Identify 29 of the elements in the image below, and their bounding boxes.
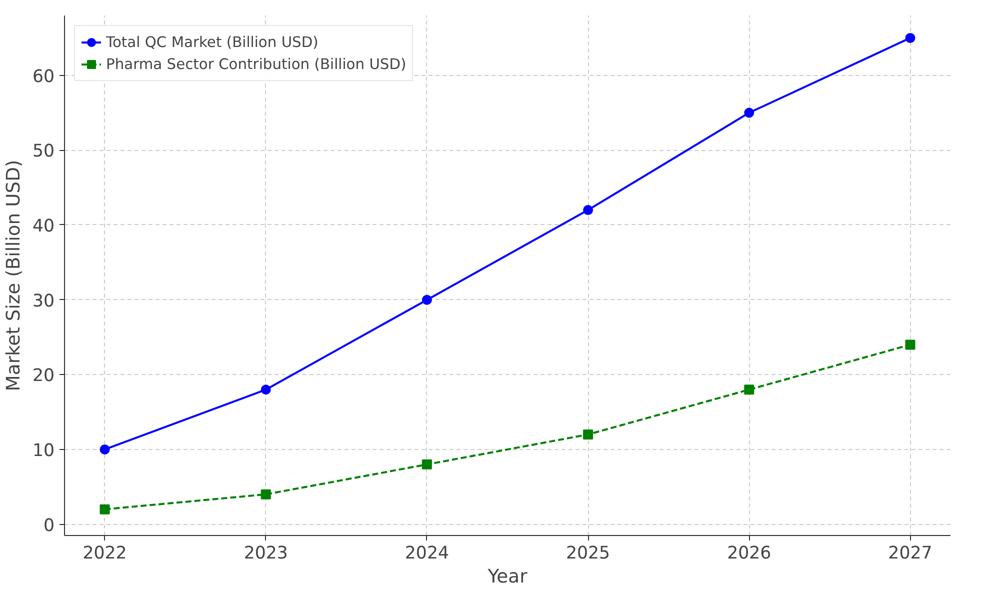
point (905, 340, 916, 350)
y-tick-label: 40 (32, 216, 55, 236)
y-tick-label: 50 (32, 142, 55, 162)
point (260, 384, 271, 395)
point (422, 294, 432, 305)
x-tick-label: 2026 (727, 544, 772, 564)
x-axis-title: Year (486, 566, 528, 588)
point (744, 384, 754, 395)
y-tick-label: 60 (32, 66, 55, 87)
y-tick-label: 20 (32, 366, 55, 386)
point (260, 489, 271, 500)
point (905, 32, 916, 43)
legend-label: Pharma Sector Contribution (Billion USD) (106, 56, 406, 72)
point (583, 205, 594, 216)
point (422, 459, 432, 470)
x-tick-label: 2025 (566, 544, 610, 564)
x-tick-label: 2024 (404, 544, 450, 564)
legend-label: Total QC Market (Billion USD) (106, 34, 318, 50)
y-axis-title: Market Size (Billion USD) (3, 160, 24, 392)
point (583, 429, 594, 440)
y-tick-label: 0 (43, 516, 55, 536)
x-tick-label: 2023 (244, 544, 288, 564)
x-tick-label: 2027 (888, 544, 932, 564)
y-tick-label: 10 (32, 440, 55, 461)
point (744, 108, 754, 118)
y-tick-label: 30 (32, 291, 55, 312)
x-tick-label: 2022 (82, 544, 127, 564)
point (100, 444, 110, 454)
point (100, 504, 110, 514)
